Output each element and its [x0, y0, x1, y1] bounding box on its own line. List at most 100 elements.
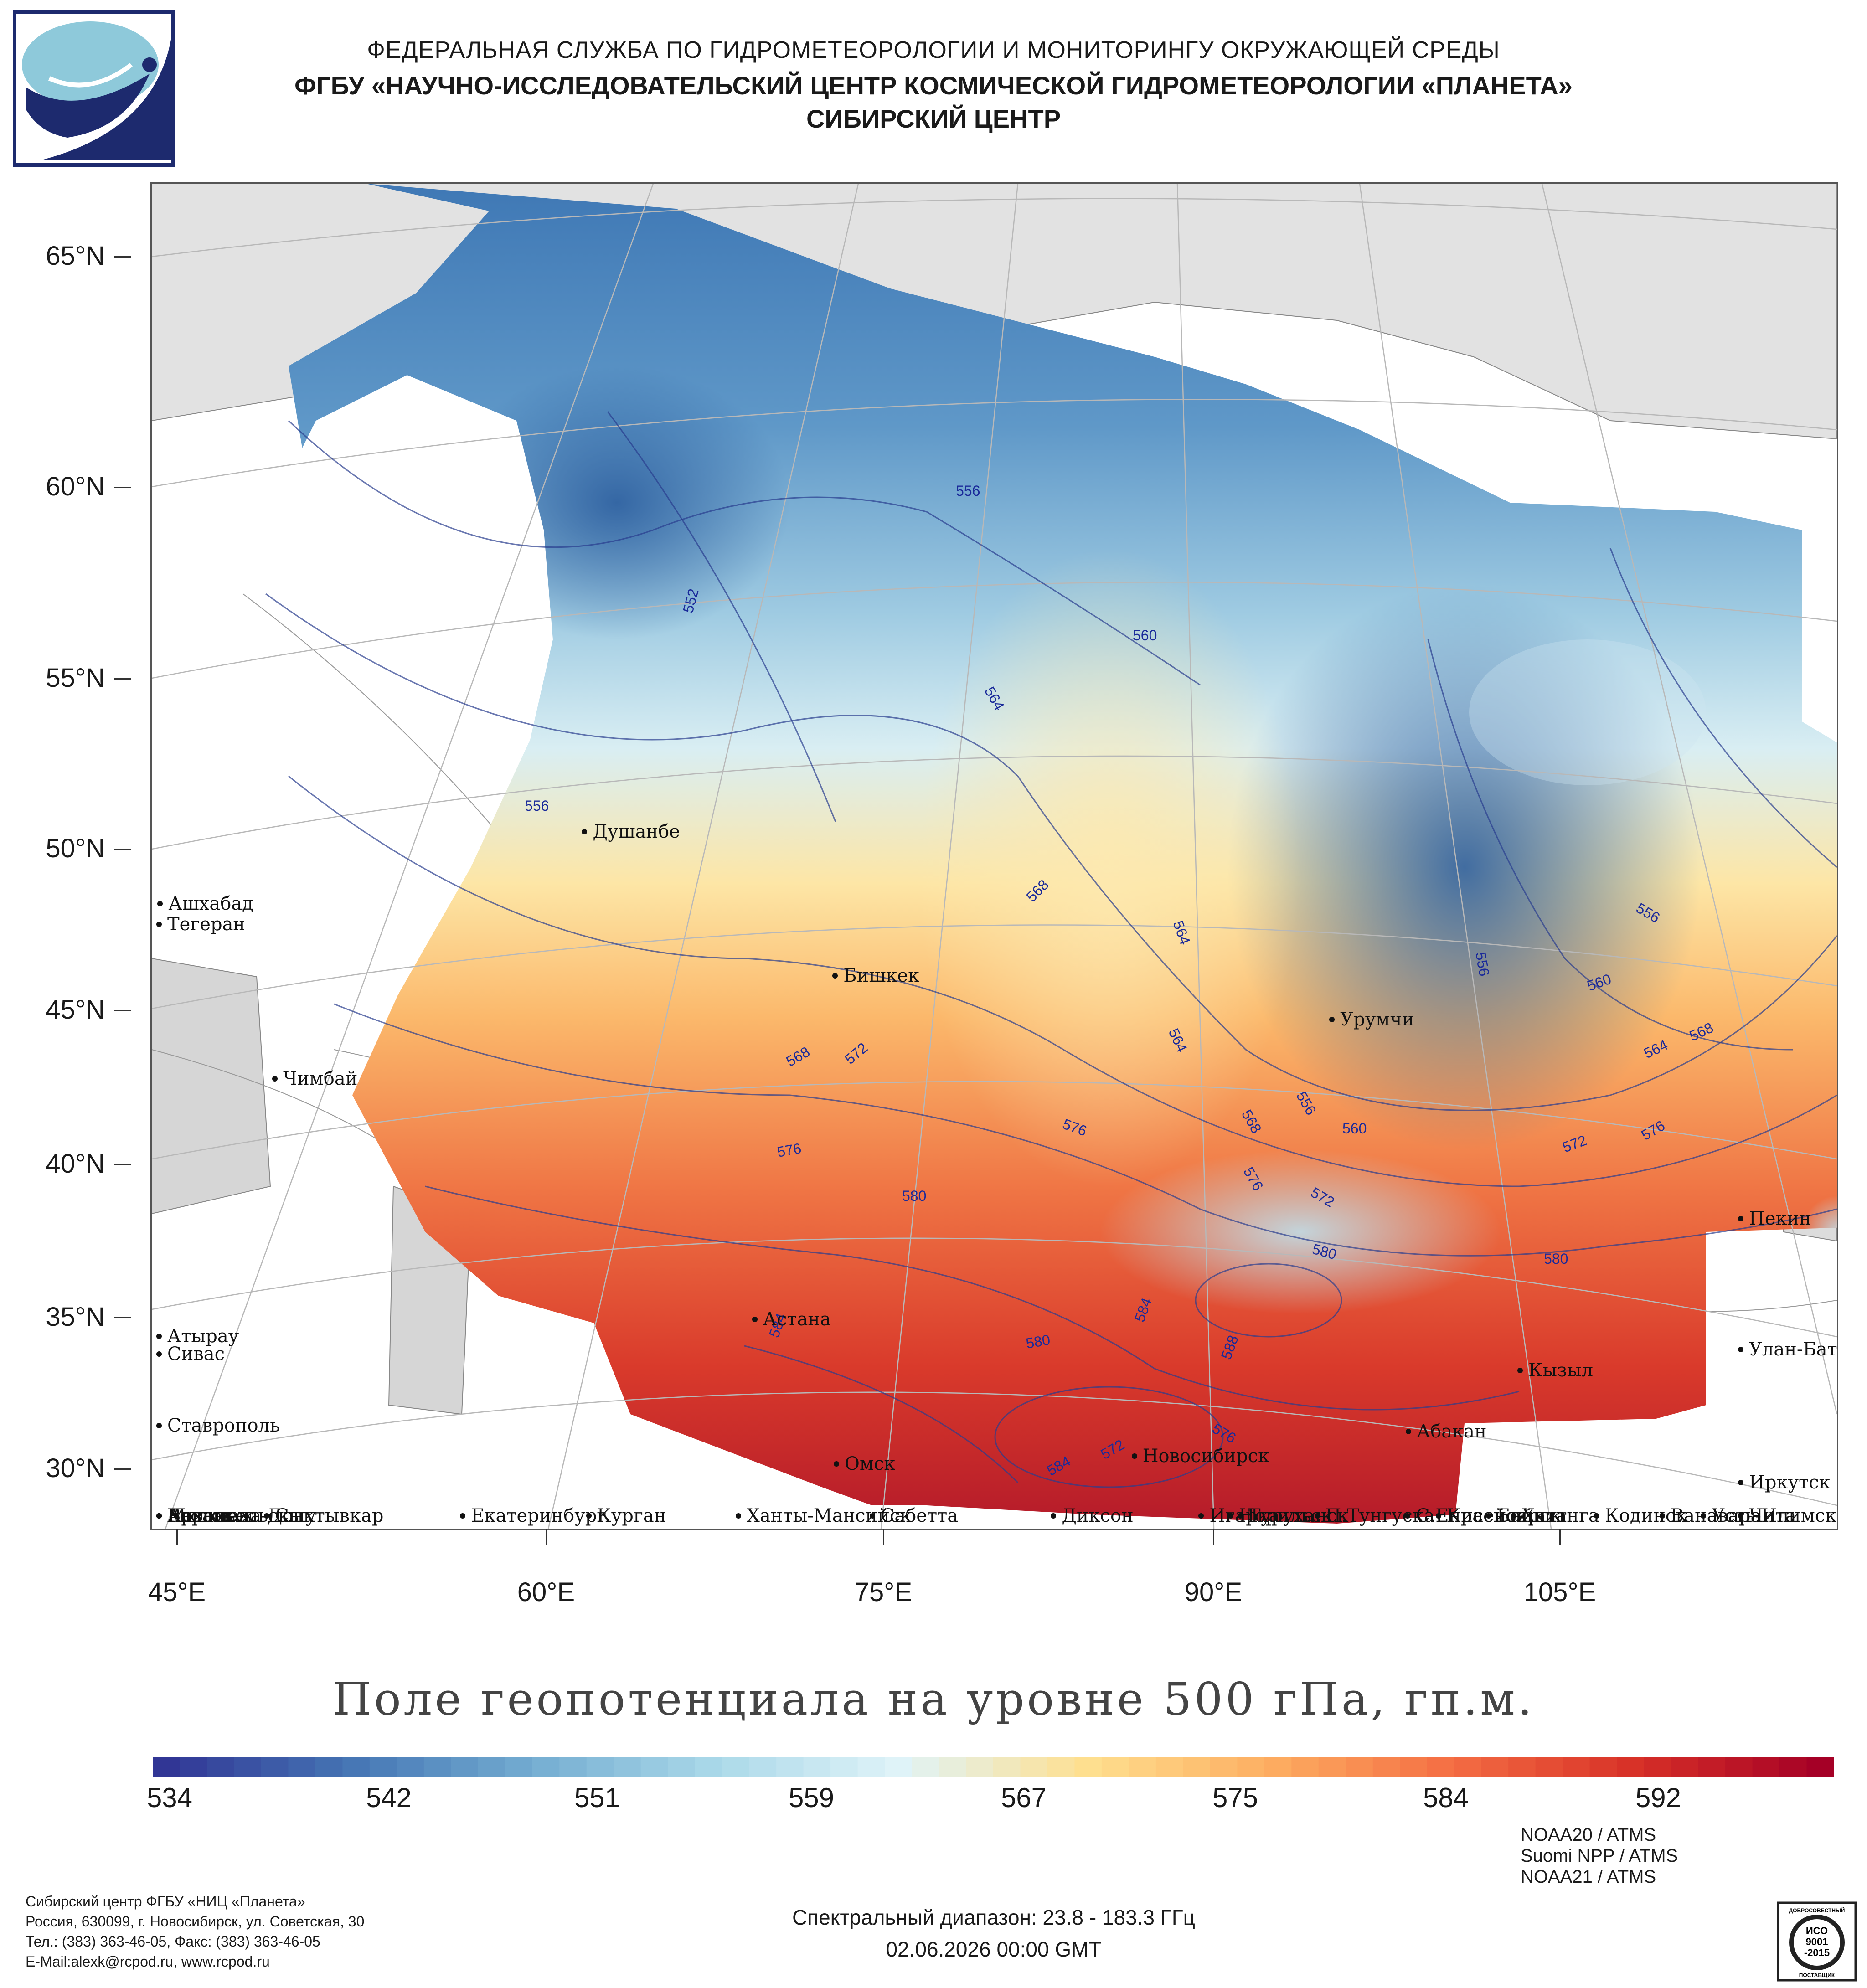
contact-line: Россия, 630099, г. Новосибирск, ул. Сове… [26, 1913, 365, 1930]
colorbar-label: 534 [146, 1782, 193, 1813]
city-label: Атырау [167, 1326, 239, 1347]
contact-line: Сибирский центр ФГБУ «НИЦ «Планета» [26, 1893, 305, 1910]
colorbar-segment [993, 1757, 1021, 1777]
city-label: Улан-Батор [1749, 1339, 1837, 1360]
city-marker: Ашхабад [157, 893, 253, 914]
city-dot-icon [1051, 1513, 1057, 1519]
city-marker: С.Енисейск [1405, 1505, 1528, 1526]
city-label: П.Тунгуска [1325, 1505, 1435, 1526]
city-marker: Курган [586, 1505, 666, 1526]
colorbar-segment [912, 1757, 939, 1777]
colorbar-label: 567 [1001, 1782, 1047, 1813]
colorbar-segment [1563, 1757, 1590, 1777]
city-marker: Абакан [1405, 1421, 1487, 1442]
city-label: Астана [763, 1308, 831, 1330]
city-dot-icon [1738, 1513, 1743, 1519]
lat-tick [114, 678, 131, 680]
city-label: Душанбе [593, 821, 680, 842]
city-marker: Ростов-на-Дону [156, 1505, 316, 1526]
lat-label: 60°N [46, 472, 105, 501]
city-marker: Туруханск [1237, 1505, 1349, 1526]
colorbar-segment [1806, 1757, 1834, 1777]
city-dot-icon [156, 1423, 162, 1429]
city-dot-icon [157, 901, 163, 906]
colorbar-segment [342, 1757, 370, 1777]
city-dot-icon [156, 1513, 162, 1519]
lat-label: 55°N [46, 663, 105, 693]
city-label: Сыктывкар [275, 1505, 384, 1526]
colorbar-segment [1047, 1757, 1075, 1777]
city-dot-icon [1405, 1429, 1411, 1435]
city-label: Воронеж [167, 1505, 254, 1526]
colorbar [153, 1757, 1834, 1777]
satellite-source: NOAA21 / ATMS [1521, 1867, 1656, 1887]
planeta-logo [13, 10, 175, 167]
lon-tick [883, 1529, 884, 1545]
lon-tick [1213, 1529, 1214, 1545]
contact-line: E-Mail:alexk@rcpod.ru, www.rcpod.ru [26, 1953, 270, 1970]
colorbar-segment [1318, 1757, 1346, 1777]
lon-label: 90°E [1184, 1577, 1243, 1607]
city-label: Сивас [167, 1344, 225, 1365]
svg-text:580: 580 [902, 1188, 926, 1204]
city-dot-icon [156, 1351, 162, 1357]
city-dot-icon [1594, 1513, 1599, 1519]
city-label: Сабетта [880, 1505, 959, 1526]
city-label: Ростов-на-Дону [167, 1505, 316, 1526]
lat-tick [114, 487, 131, 488]
map-title: Поле геопотенциала на уровне 500 гПа, гп… [332, 1674, 1535, 1725]
city-label: Новосибирск [1142, 1446, 1270, 1467]
colorbar-segment [153, 1757, 181, 1777]
lon-label: 105°E [1523, 1577, 1596, 1607]
colorbar-segment [423, 1757, 451, 1777]
contact-block: Сибирский центр ФГБУ «НИЦ «Планета» Росс… [26, 1891, 364, 1972]
colorbar-segment [1644, 1757, 1671, 1777]
colorbar-segment [1589, 1757, 1617, 1777]
city-marker: Байкит [1485, 1505, 1567, 1526]
city-dot-icon [736, 1513, 742, 1519]
city-marker: Чита [1738, 1505, 1796, 1526]
lat-tick [114, 1317, 131, 1318]
colorbar-segment [1617, 1757, 1645, 1777]
city-marker: Пекин [1738, 1208, 1811, 1229]
city-dot-icon [1329, 1017, 1335, 1023]
colorbar-label: 575 [1212, 1782, 1258, 1813]
city-label: Хатанга [1521, 1505, 1599, 1526]
colorbar-segment [1454, 1757, 1482, 1777]
lat-label: 45°N [46, 995, 105, 1025]
city-label: Иркутск [1749, 1472, 1831, 1494]
colorbar-segment [695, 1757, 722, 1777]
colorbar-segment [1237, 1757, 1265, 1777]
stamp-bottom-text: ПОСТАВЩИК [1799, 1972, 1835, 1978]
stamp-line: ИСО [1806, 1925, 1828, 1936]
city-marker: Хатанга [1511, 1505, 1599, 1526]
city-dot-icon [1131, 1453, 1137, 1459]
svg-text:556: 556 [525, 798, 549, 814]
lat-tick [114, 849, 131, 850]
city-label: Казань [167, 1505, 235, 1526]
city-dot-icon [1738, 1480, 1743, 1486]
colorbar-segment [803, 1757, 831, 1777]
city-marker: Ставрополь [156, 1415, 280, 1436]
city-label: Ставрополь [167, 1415, 280, 1437]
colorbar-segment [288, 1757, 316, 1777]
city-marker: Чимбай [272, 1068, 357, 1089]
colorbar-segment [1074, 1757, 1102, 1777]
city-label: Ванавара [1670, 1505, 1762, 1526]
colorbar-segment [1698, 1757, 1726, 1777]
city-marker: Ванавара [1659, 1505, 1762, 1526]
city-dot-icon [834, 1461, 840, 1467]
city-label: Тегеран [167, 913, 246, 935]
city-label: Кызыл [1528, 1360, 1594, 1381]
colorbar-segment [1481, 1757, 1509, 1777]
city-label: Кодинск [1604, 1505, 1687, 1526]
city-label: Омск [845, 1453, 896, 1475]
colorbar-segment [1427, 1757, 1454, 1777]
city-dot-icon [1198, 1513, 1204, 1519]
city-marker: Кодинск [1594, 1505, 1687, 1526]
colorbar-segment [206, 1757, 235, 1777]
city-marker: Кызыл [1517, 1360, 1593, 1381]
colorbar-segment [776, 1757, 804, 1777]
colorbar-label: 551 [574, 1782, 620, 1813]
city-dot-icon [1701, 1513, 1707, 1519]
